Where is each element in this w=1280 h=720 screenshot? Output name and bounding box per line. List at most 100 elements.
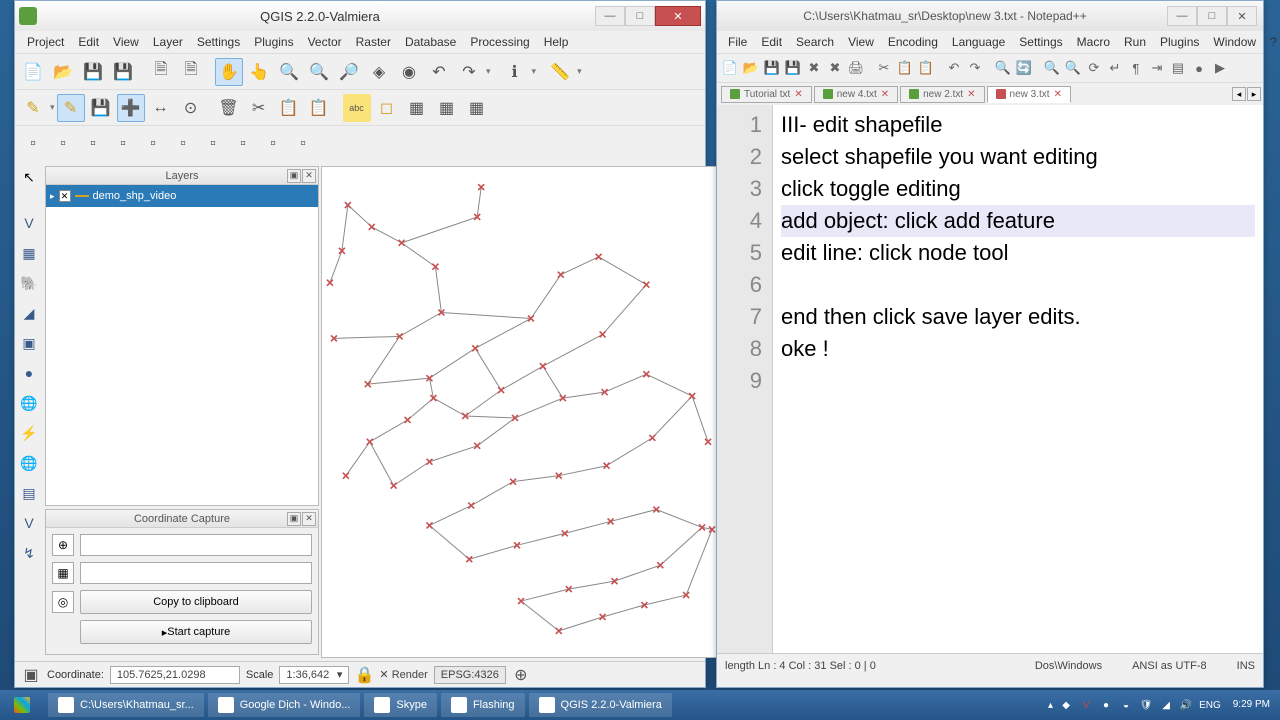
save-layer-edits-button[interactable]: 💾 <box>87 94 115 122</box>
tray-icon[interactable]: ◢ <box>1159 698 1173 712</box>
new-print-button[interactable]: 🗎 <box>147 58 175 86</box>
crs-icon[interactable]: ⊕ <box>52 534 74 556</box>
tray-icon[interactable]: V <box>1079 698 1093 712</box>
add-feature-button[interactable]: ➕ <box>117 94 145 122</box>
print-icon[interactable]: 🖨 <box>847 59 865 77</box>
code-area[interactable]: III- edit shapefileselect shapefile you … <box>773 105 1263 653</box>
tab[interactable]: new 4.txt✕ <box>814 86 898 103</box>
add-spatialite-icon[interactable]: ◢ <box>17 301 41 325</box>
taskbar-item[interactable]: C:\Users\Khatmau_sr... <box>48 693 204 717</box>
new-file-icon[interactable]: 📄 <box>721 59 739 77</box>
taskbar-item[interactable]: QGIS 2.2.0-Valmiera <box>529 693 672 717</box>
coord-value[interactable]: 105.7625,21.0298 <box>110 666 240 684</box>
cursor-icon[interactable]: ↖ <box>17 165 41 189</box>
coord-input-2[interactable] <box>80 562 312 584</box>
menu-macro[interactable]: Macro <box>1070 33 1117 51</box>
menu-language[interactable]: Language <box>945 33 1012 51</box>
menu-plugins[interactable]: Plugins <box>248 33 299 51</box>
macro-icon[interactable]: ● <box>1190 59 1208 77</box>
pan-button[interactable]: ✋ <box>215 58 243 86</box>
tray-icon[interactable]: 🔊 <box>1179 698 1193 712</box>
add-wms-icon[interactable]: 🌐 <box>17 391 41 415</box>
npp-maximize-button[interactable]: □ <box>1197 6 1227 26</box>
tab[interactable]: new 3.txt✕ <box>987 86 1071 103</box>
paste-icon[interactable]: 📋 <box>917 59 935 77</box>
add-vector-button[interactable]: ▫ <box>19 130 47 158</box>
coord-pin-button[interactable]: ▣ <box>287 512 301 526</box>
track-icon[interactable]: ◎ <box>52 591 74 613</box>
menu-plugins[interactable]: Plugins <box>1153 33 1206 51</box>
new-project-button[interactable]: 📄 <box>19 58 47 86</box>
tray-icon[interactable]: 🛡 <box>1139 698 1153 712</box>
menu-raster[interactable]: Raster <box>350 33 397 51</box>
save-button[interactable]: 💾 <box>79 58 107 86</box>
tray-up-icon[interactable]: ▴ <box>1048 700 1053 711</box>
add-raster-icon[interactable]: ▦ <box>17 241 41 265</box>
lock-icon[interactable]: 🔒 <box>355 666 373 684</box>
tab[interactable]: Tutorial txt✕ <box>721 86 812 103</box>
log-icon[interactable]: ▣ <box>21 665 41 685</box>
maximize-button[interactable]: □ <box>625 6 655 26</box>
vis4-button[interactable]: ▫ <box>289 130 317 158</box>
menu-view[interactable]: View <box>841 33 881 51</box>
current-edits-button[interactable]: ✎ <box>19 94 47 122</box>
grid-icon[interactable]: ▦ <box>52 562 74 584</box>
copy-clipboard-button[interactable]: Copy to clipboard <box>80 590 312 614</box>
menu-project[interactable]: Project <box>21 33 70 51</box>
label2-button[interactable]: ▦ <box>403 94 431 122</box>
tab[interactable]: new 2.txt✕ <box>900 86 984 103</box>
menu-encoding[interactable]: Encoding <box>881 33 945 51</box>
npp-titlebar[interactable]: C:\Users\Khatmau_sr\Desktop\new 3.txt - … <box>717 1 1263 31</box>
npp-close-button[interactable]: ✕ <box>1227 6 1257 26</box>
close-button[interactable]: ✕ <box>655 6 701 26</box>
label4-button[interactable]: ▦ <box>463 94 491 122</box>
delete-button[interactable]: 🗑 <box>215 94 243 122</box>
show-all-icon[interactable]: ¶ <box>1127 59 1145 77</box>
add-vector-icon[interactable]: V <box>17 211 41 235</box>
tab-next-button[interactable]: ▸ <box>1247 87 1261 101</box>
identify-button[interactable]: ℹ <box>501 58 529 86</box>
map-canvas[interactable] <box>321 166 719 658</box>
indent-icon[interactable]: ⇥ <box>1148 59 1166 77</box>
add-wfs-icon[interactable]: 🌐 <box>17 451 41 475</box>
add-db-button[interactable]: ▫ <box>79 130 107 158</box>
menu-settings[interactable]: Settings <box>191 33 246 51</box>
fold-icon[interactable]: ▤ <box>1169 59 1187 77</box>
minimize-button[interactable]: — <box>595 6 625 26</box>
taskbar-item[interactable]: Google Dịch - Windo... <box>208 693 361 717</box>
layer-item[interactable]: ▸ ✕ demo_shp_video <box>46 185 318 207</box>
menu-layer[interactable]: Layer <box>147 33 189 51</box>
menu-file[interactable]: File <box>721 33 754 51</box>
npp-minimize-button[interactable]: — <box>1167 6 1197 26</box>
dup-button[interactable]: ▫ <box>169 130 197 158</box>
zoom-selection-button[interactable]: ◉ <box>395 58 423 86</box>
measure-button[interactable]: 📏 <box>546 58 574 86</box>
new-gpx-icon[interactable]: ↯ <box>17 541 41 565</box>
start-capture-button[interactable]: ▸ Start capture <box>80 620 312 644</box>
wrap-icon[interactable]: ↵ <box>1106 59 1124 77</box>
add-oracle-icon[interactable]: ● <box>17 361 41 385</box>
add-csv-icon[interactable]: ▤ <box>17 481 41 505</box>
vis2-button[interactable]: ▫ <box>229 130 257 158</box>
open-file-icon[interactable]: 📂 <box>742 59 760 77</box>
menu-edit[interactable]: Edit <box>754 33 789 51</box>
replace-icon[interactable]: 🔄 <box>1015 59 1033 77</box>
menu-help[interactable]: Help <box>538 33 575 51</box>
zoom-out-icon[interactable]: 🔍 <box>1064 59 1082 77</box>
tab-prev-button[interactable]: ◂ <box>1232 87 1246 101</box>
new-vector-icon[interactable]: V <box>17 511 41 535</box>
add-wcs-icon[interactable]: ⚡ <box>17 421 41 445</box>
pan-selection-button[interactable]: 👆 <box>245 58 273 86</box>
undo-icon[interactable]: ↶ <box>945 59 963 77</box>
zoom-next-button[interactable]: ↷ <box>455 58 483 86</box>
copy-icon[interactable]: 📋 <box>896 59 914 77</box>
start-button[interactable] <box>4 693 44 717</box>
open-project-button[interactable]: 📂 <box>49 58 77 86</box>
menu-edit[interactable]: Edit <box>72 33 105 51</box>
menu-window[interactable]: Window <box>1206 33 1263 51</box>
panel-pin-button[interactable]: ▣ <box>287 169 301 183</box>
move-feature-button[interactable]: ↔ <box>147 94 175 122</box>
scale-input[interactable]: 1:36,642▾ <box>279 666 349 684</box>
play-icon[interactable]: ▶ <box>1211 59 1229 77</box>
copy-button[interactable]: 📋 <box>275 94 303 122</box>
